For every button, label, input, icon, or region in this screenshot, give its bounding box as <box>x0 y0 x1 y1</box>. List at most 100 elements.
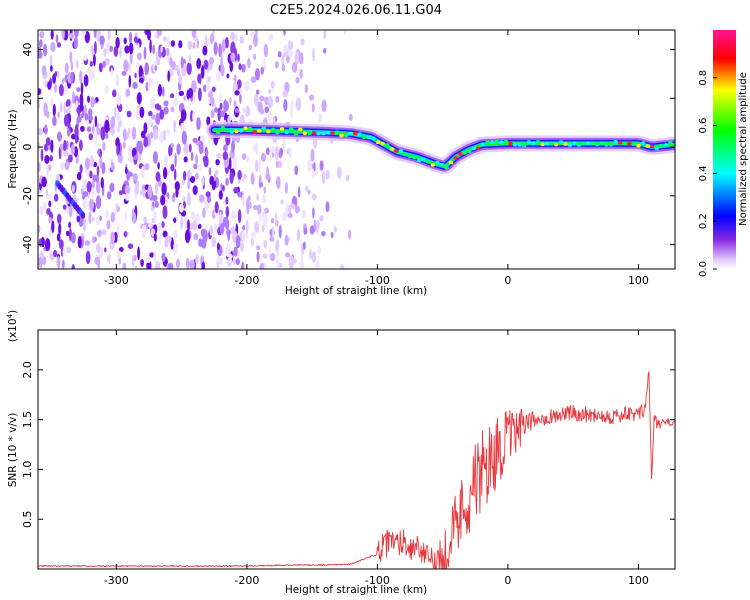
noise-speck <box>201 238 207 249</box>
noise-speck <box>56 213 62 224</box>
noise-speck <box>241 230 246 243</box>
signal-blob <box>266 129 271 134</box>
noise-speck <box>219 256 223 266</box>
noise-speck <box>61 30 65 40</box>
noise-speck <box>180 215 184 230</box>
noise-speck <box>214 107 219 113</box>
noise-speck <box>90 45 94 56</box>
noise-speck <box>263 240 268 249</box>
noise-speck <box>144 30 148 36</box>
noise-speck <box>311 193 317 201</box>
noise-speck <box>167 70 171 82</box>
noise-speck <box>106 219 111 230</box>
noise-speck <box>167 235 172 243</box>
noise-speck <box>70 60 74 72</box>
noise-speck <box>234 107 240 114</box>
noise-speck <box>149 252 155 258</box>
noise-speck <box>86 66 90 74</box>
noise-speck <box>88 198 94 211</box>
noise-speck <box>152 151 158 164</box>
noise-speck <box>181 180 185 186</box>
signal-blob <box>325 130 330 135</box>
snr-frame <box>37 329 676 570</box>
noise-speck <box>260 152 266 162</box>
noise-speck <box>63 114 69 127</box>
signal-blob <box>302 131 308 136</box>
signal-blob <box>650 144 655 149</box>
noise-speck <box>264 207 269 214</box>
noise-speck <box>220 110 225 118</box>
noise-speck <box>118 247 124 252</box>
noise-speck <box>212 86 216 92</box>
noise-speck <box>336 166 342 179</box>
noise-speck <box>205 85 212 93</box>
noise-speck <box>321 170 326 185</box>
noise-speck <box>95 195 102 210</box>
spectrogram-y-label: Frequency (Hz) <box>7 109 19 188</box>
noise-speck <box>276 257 280 269</box>
noise-speck <box>125 192 130 201</box>
noise-speck <box>157 30 163 37</box>
signal-blob <box>503 139 509 144</box>
noise-speck <box>113 45 119 57</box>
signal-blob <box>467 149 472 154</box>
noise-speck <box>263 43 269 58</box>
noise-speck <box>147 30 151 41</box>
noise-speck <box>88 108 93 117</box>
noise-speck <box>147 78 154 86</box>
signal-blob <box>389 147 394 151</box>
noise-speck <box>244 80 250 92</box>
signal-blob <box>453 156 458 160</box>
signal-blob <box>636 143 641 148</box>
noise-speck <box>245 155 250 163</box>
noise-speck <box>214 201 219 214</box>
signal-blob <box>476 146 481 151</box>
noise-speck <box>205 191 211 198</box>
noise-speck <box>270 252 276 262</box>
noise-speck <box>76 172 82 181</box>
noise-speck <box>187 219 190 231</box>
noise-speck <box>123 37 127 45</box>
noise-speck <box>122 141 126 149</box>
noise-speck <box>198 87 202 102</box>
signal-blob <box>316 131 321 136</box>
signal-blob <box>581 141 586 146</box>
noise-speck <box>170 142 175 148</box>
snr-x-ticks: -300 -200 -100 0 100 <box>104 330 649 587</box>
noise-speck <box>39 205 44 216</box>
noise-speck <box>125 88 131 97</box>
signal-blob <box>572 141 577 146</box>
noise-speck <box>188 41 193 48</box>
noise-speck <box>98 62 103 73</box>
noise-speck <box>91 188 95 198</box>
noise-speck <box>283 99 288 112</box>
noise-speck <box>93 41 97 55</box>
noise-speck <box>222 216 228 228</box>
noise-speck <box>107 30 111 41</box>
signal-blob <box>613 140 618 144</box>
noise-speck <box>170 106 175 113</box>
noise-speck <box>89 157 95 168</box>
noise-speck <box>38 224 41 234</box>
signal-blob <box>293 131 298 136</box>
colorbar-tick-label: 0.8 <box>698 70 709 86</box>
noise-speck <box>230 52 236 63</box>
noise-speck <box>290 202 294 209</box>
noise-speck <box>70 232 76 244</box>
noise-speck <box>132 81 138 89</box>
noise-speck <box>128 42 134 55</box>
noise-speck <box>172 192 176 199</box>
noise-speck <box>201 176 205 186</box>
noise-speck <box>44 154 50 164</box>
noise-speck <box>224 37 229 49</box>
signal-blob <box>508 141 513 146</box>
noise-speck <box>262 253 268 259</box>
noise-speck <box>66 140 69 150</box>
noise-speck <box>202 207 206 219</box>
noise-speck <box>186 62 192 75</box>
noise-speck <box>172 246 178 255</box>
noise-speck <box>136 140 141 152</box>
noise-speck <box>252 204 259 211</box>
noise-speck <box>275 96 280 103</box>
noise-speck <box>250 237 254 247</box>
